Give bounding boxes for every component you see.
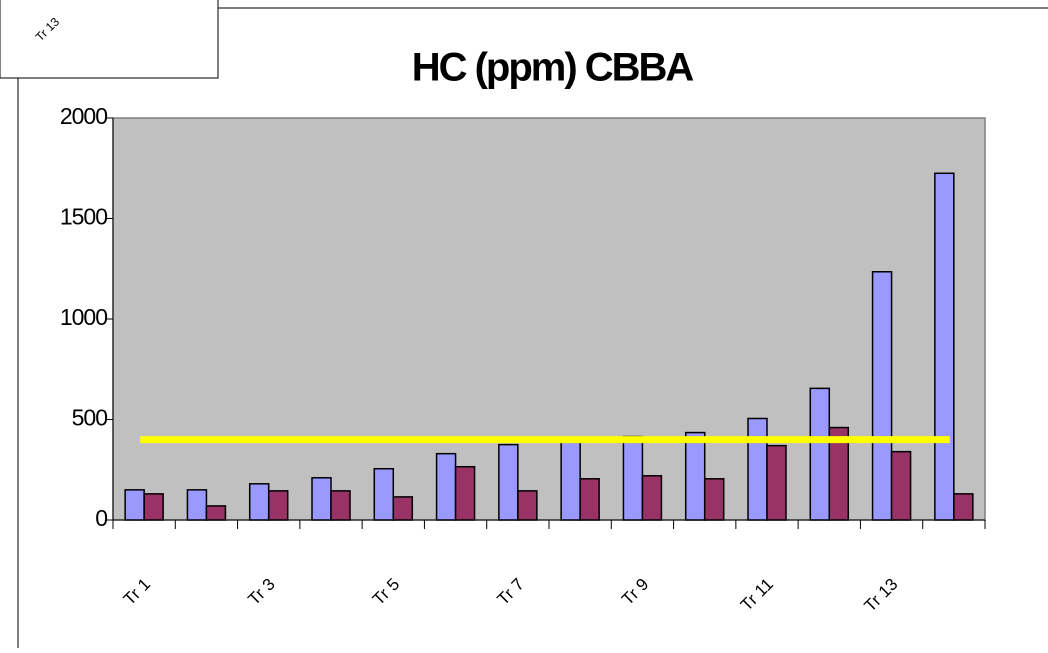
bar (703, 478, 725, 521)
plot-area (112, 117, 986, 521)
bar (330, 490, 351, 521)
x-tick-label: Tr 5 (369, 575, 403, 609)
bar (392, 496, 414, 521)
bar (953, 493, 974, 521)
bar (560, 436, 581, 521)
bar (498, 443, 519, 521)
x-tick-label: Tr 11 (737, 575, 777, 615)
bar (267, 490, 289, 521)
bar (747, 417, 768, 521)
bar (684, 431, 706, 521)
bar (641, 475, 663, 521)
y-tick-label: 500 (72, 405, 108, 431)
bar (186, 489, 208, 521)
x-tick-label: Tr 13 (861, 575, 902, 616)
bar (143, 493, 164, 521)
fragment-box (0, 0, 219, 79)
y-tick-label: 2000 (60, 103, 107, 129)
bar (809, 387, 831, 521)
bar (579, 478, 600, 521)
bar (934, 172, 955, 521)
bar (454, 465, 476, 521)
bar (124, 489, 145, 521)
bar (766, 444, 787, 521)
bar (871, 271, 893, 521)
bar (622, 435, 644, 521)
x-tick-label: Tr 3 (244, 575, 278, 609)
y-tick-label: 1000 (60, 304, 107, 330)
y-tick-label: 0 (95, 505, 107, 531)
x-tick-label: Tr 1 (120, 575, 154, 609)
bar (517, 490, 538, 521)
chart-title: HC (ppm) CBBA (412, 46, 694, 90)
x-tick-label: Tr 9 (618, 575, 652, 609)
bar (373, 467, 395, 521)
bar (205, 505, 227, 521)
y-tick-label: 1500 (60, 204, 107, 230)
x-tick-label: Tr 7 (493, 575, 527, 609)
bar (311, 477, 332, 521)
bar (890, 450, 912, 521)
bar (828, 426, 850, 521)
bar (248, 483, 270, 521)
bar (435, 452, 457, 521)
